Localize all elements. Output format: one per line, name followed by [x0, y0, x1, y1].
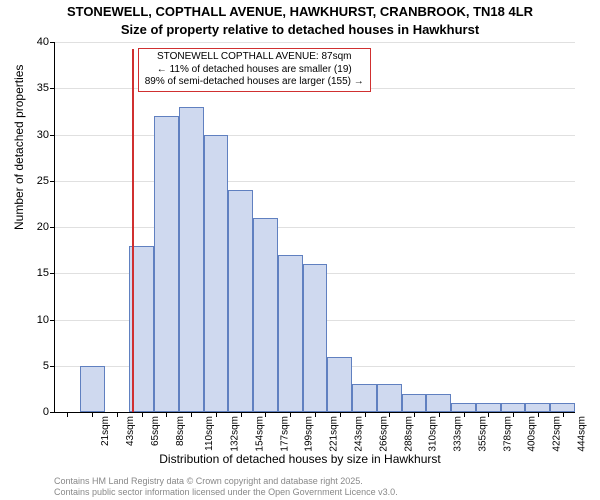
x-tick-mark	[142, 412, 143, 417]
x-tick-mark	[67, 412, 68, 417]
histogram-bar	[525, 403, 550, 412]
x-axis-label: Distribution of detached houses by size …	[0, 452, 600, 466]
x-tick-label: 288sqm	[403, 416, 414, 452]
x-tick-mark	[191, 412, 192, 417]
x-tick-label: 88sqm	[175, 416, 186, 446]
x-tick-label: 132sqm	[230, 416, 241, 452]
histogram-bar	[476, 403, 501, 412]
y-tick-label: 10	[19, 314, 55, 326]
histogram-bar	[278, 255, 303, 412]
x-tick-mark	[241, 412, 242, 417]
histogram-bar	[327, 357, 352, 413]
x-tick-mark	[340, 412, 341, 417]
x-tick-label: 221sqm	[329, 416, 340, 452]
histogram-bar	[550, 403, 575, 412]
chart-title-sub: Size of property relative to detached ho…	[0, 22, 600, 37]
x-tick-mark	[563, 412, 564, 417]
y-tick-label: 40	[19, 36, 55, 48]
footer-line1: Contains HM Land Registry data © Crown c…	[54, 476, 398, 487]
x-tick-mark	[265, 412, 266, 417]
histogram-bar	[154, 116, 179, 412]
histogram-bar	[501, 403, 526, 412]
histogram-bar	[179, 107, 204, 412]
x-tick-label: 154sqm	[255, 416, 266, 452]
x-tick-label: 400sqm	[527, 416, 538, 452]
x-tick-label: 266sqm	[378, 416, 389, 452]
x-tick-label: 444sqm	[576, 416, 587, 452]
x-tick-label: 65sqm	[150, 416, 161, 446]
x-tick-mark	[513, 412, 514, 417]
x-tick-label: 243sqm	[354, 416, 365, 452]
x-tick-label: 333sqm	[453, 416, 464, 452]
y-tick-label: 30	[19, 129, 55, 141]
x-tick-label: 199sqm	[304, 416, 315, 452]
x-tick-mark	[166, 412, 167, 417]
histogram-bar	[451, 403, 476, 412]
x-tick-mark	[117, 412, 118, 417]
y-tick-label: 35	[19, 82, 55, 94]
histogram-bar	[402, 394, 427, 413]
histogram-bar	[80, 366, 105, 412]
x-tick-label: 21sqm	[100, 416, 111, 446]
gridline	[55, 42, 575, 43]
histogram-bar	[204, 135, 229, 413]
histogram-bar	[426, 394, 451, 413]
x-tick-mark	[315, 412, 316, 417]
x-tick-mark	[538, 412, 539, 417]
histogram-bar	[352, 384, 377, 412]
histogram-bar	[303, 264, 328, 412]
x-tick-mark	[389, 412, 390, 417]
callout-line1: STONEWELL COPTHALL AVENUE: 87sqm	[145, 51, 364, 64]
chart-title-main: STONEWELL, COPTHALL AVENUE, HAWKHURST, C…	[0, 4, 600, 19]
x-tick-mark	[414, 412, 415, 417]
histogram-bar	[377, 384, 402, 412]
reference-callout: STONEWELL COPTHALL AVENUE: 87sqm ← 11% o…	[138, 48, 371, 92]
property-size-chart: STONEWELL, COPTHALL AVENUE, HAWKHURST, C…	[0, 0, 600, 500]
x-tick-mark	[216, 412, 217, 417]
callout-line2: ← 11% of detached houses are smaller (19…	[145, 64, 364, 77]
x-tick-mark	[488, 412, 489, 417]
x-tick-mark	[92, 412, 93, 417]
x-tick-label: 422sqm	[552, 416, 563, 452]
chart-footer: Contains HM Land Registry data © Crown c…	[54, 476, 398, 498]
x-tick-mark	[290, 412, 291, 417]
y-tick-label: 15	[19, 267, 55, 279]
histogram-bar	[228, 190, 253, 412]
y-tick-label: 25	[19, 175, 55, 187]
footer-line2: Contains public sector information licen…	[54, 487, 398, 498]
reference-line	[132, 49, 134, 412]
x-tick-label: 110sqm	[204, 416, 215, 451]
x-tick-mark	[365, 412, 366, 417]
x-tick-label: 378sqm	[502, 416, 513, 452]
y-tick-label: 0	[19, 406, 55, 418]
histogram-bar	[253, 218, 278, 412]
callout-line3: 89% of semi-detached houses are larger (…	[145, 76, 364, 89]
x-tick-label: 355sqm	[477, 416, 488, 452]
y-tick-label: 20	[19, 221, 55, 233]
plot-area: 051015202530354021sqm43sqm65sqm88sqm110s…	[54, 42, 575, 413]
x-tick-label: 177sqm	[279, 416, 290, 452]
x-tick-mark	[464, 412, 465, 417]
y-tick-label: 5	[19, 360, 55, 372]
x-tick-label: 43sqm	[125, 416, 136, 446]
x-tick-label: 310sqm	[428, 416, 439, 452]
x-tick-mark	[439, 412, 440, 417]
